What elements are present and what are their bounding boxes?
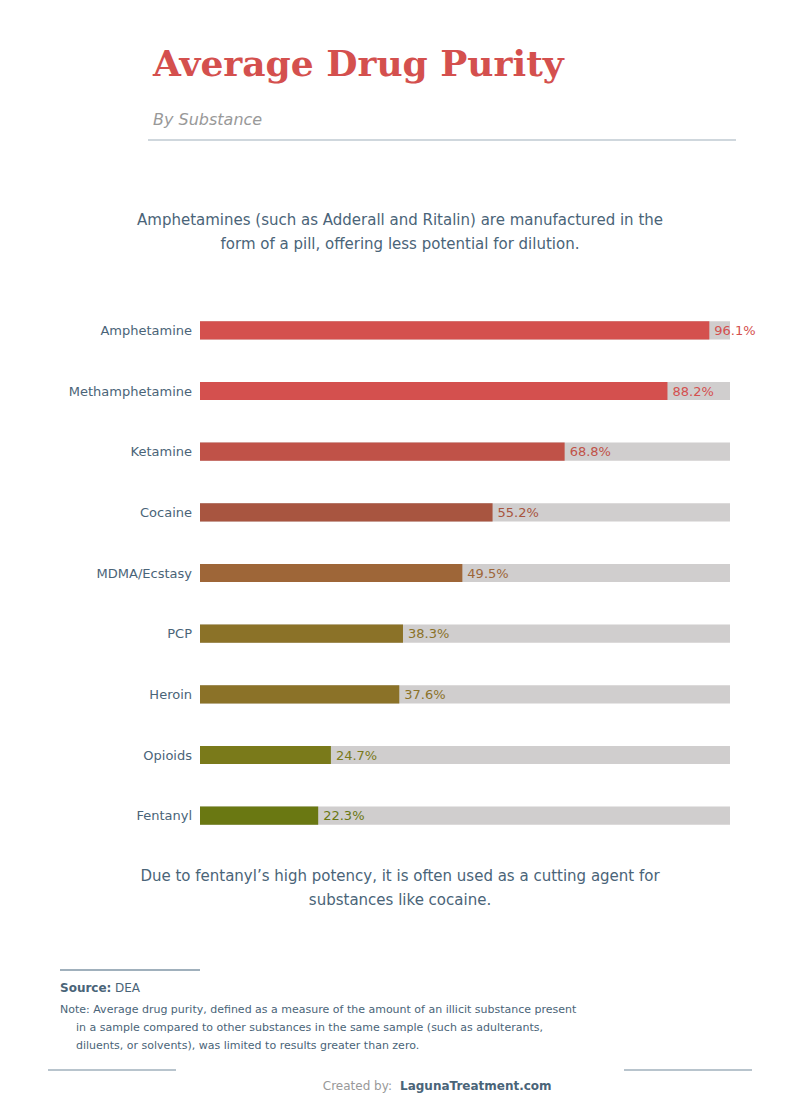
svg-text:Source:: Source: [60, 981, 111, 995]
svg-text:in a sample compared to other: in a sample compared to other substances… [76, 1021, 543, 1034]
svg-text:37.6%: 37.6% [404, 687, 445, 702]
svg-text:38.3%: 38.3% [408, 626, 449, 641]
svg-text:55.2%: 55.2% [498, 505, 539, 520]
svg-text:22.3%: 22.3% [323, 808, 364, 823]
svg-text:Average Drug Purity: Average Drug Purity [152, 42, 565, 84]
svg-text:DEA: DEA [115, 981, 141, 995]
svg-text:96.1%: 96.1% [714, 323, 755, 338]
svg-text:24.7%: 24.7% [336, 748, 377, 763]
svg-text:Cocaine: Cocaine [140, 505, 192, 520]
svg-text:Ketamine: Ketamine [131, 444, 192, 459]
svg-text:88.2%: 88.2% [672, 384, 713, 399]
svg-text:Heroin: Heroin [149, 687, 192, 702]
svg-text:MDMA/Ecstasy: MDMA/Ecstasy [97, 566, 193, 581]
svg-text:68.8%: 68.8% [570, 444, 611, 459]
svg-text:Opioids: Opioids [143, 748, 192, 763]
svg-text:Amphetamines (such as Adderall: Amphetamines (such as Adderall and Rital… [137, 211, 663, 229]
svg-text:substances like cocaine.: substances like cocaine. [309, 891, 491, 909]
svg-text:By Substance: By Substance [153, 110, 262, 129]
svg-text:Note: Average drug purity, def: Note: Average drug purity, defined as a … [60, 1003, 577, 1016]
svg-text:diluents, or solvents), was li: diluents, or solvents), was limited to r… [76, 1039, 419, 1052]
svg-text:Created by:: Created by: [323, 1079, 392, 1093]
svg-text:Due to fentanyl’s high potency: Due to fentanyl’s high potency, it is of… [140, 867, 660, 885]
svg-text:Fentanyl: Fentanyl [136, 808, 192, 823]
svg-text:Amphetamine: Amphetamine [100, 323, 192, 338]
svg-text:49.5%: 49.5% [467, 566, 508, 581]
svg-text:Methamphetamine: Methamphetamine [69, 384, 192, 399]
svg-text:form of a pill, offering less: form of a pill, offering less potential … [221, 235, 580, 253]
svg-text:LagunaTreatment.com: LagunaTreatment.com [400, 1079, 552, 1093]
svg-text:PCP: PCP [167, 626, 192, 641]
